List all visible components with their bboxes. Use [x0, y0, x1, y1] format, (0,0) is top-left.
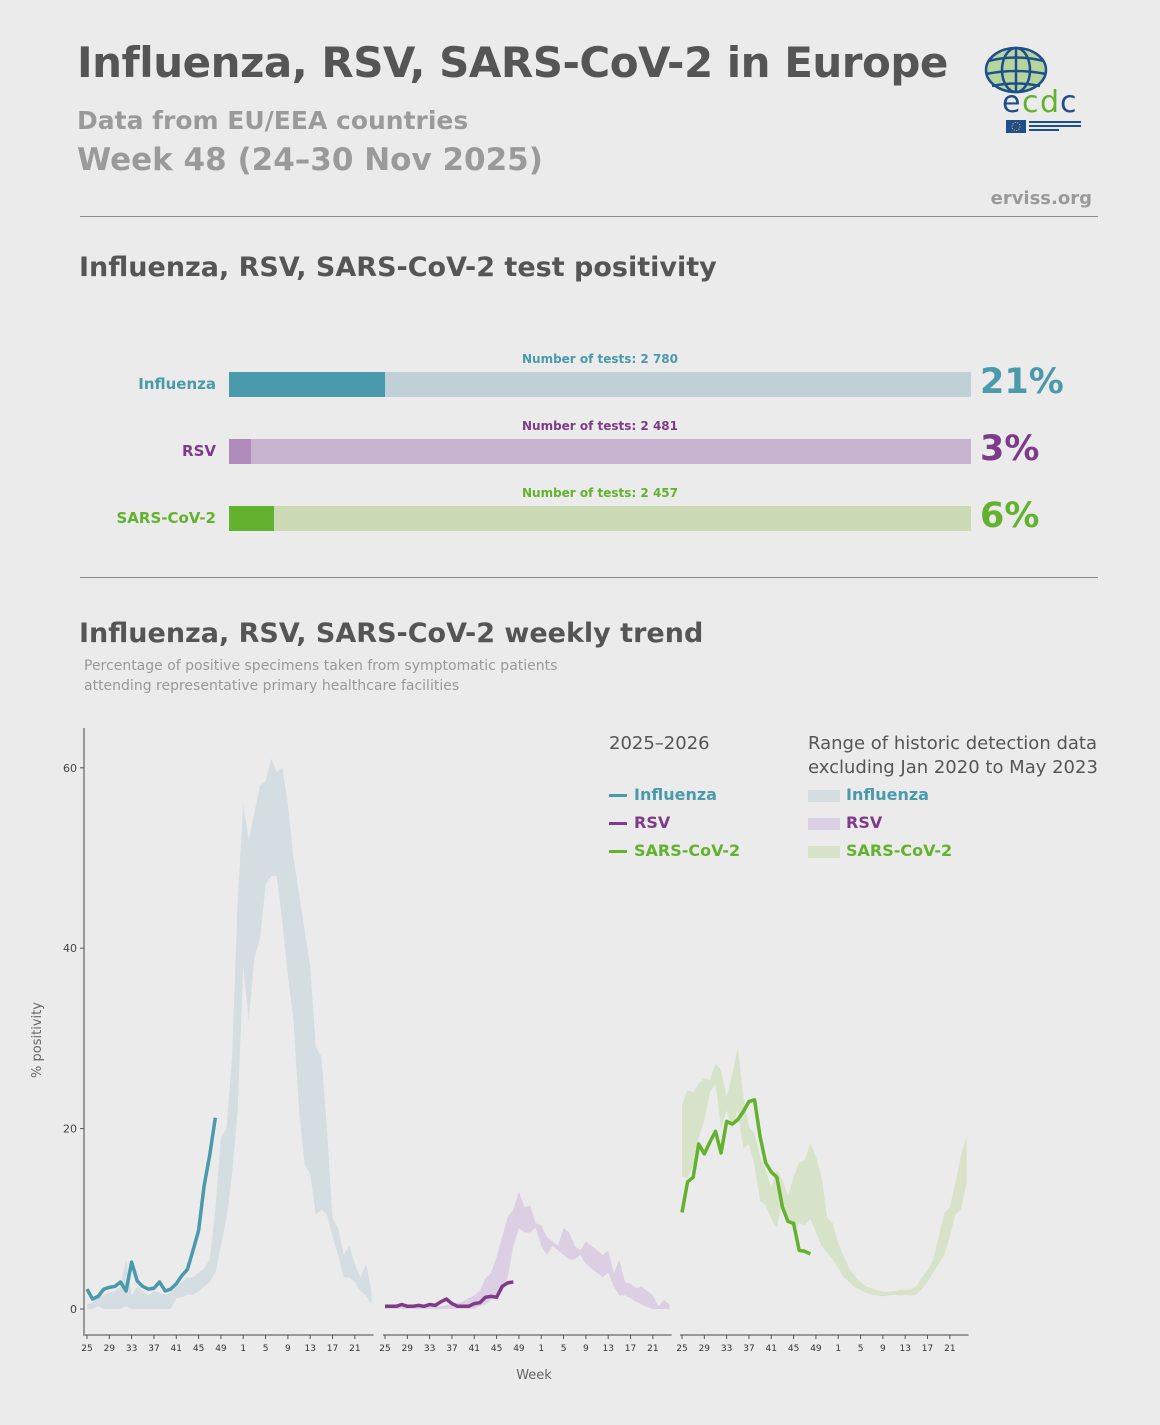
positivity-bar — [229, 506, 971, 531]
week-label: Week 48 (24–30 Nov 2025) — [77, 142, 543, 178]
legend-historic-item: Influenza — [846, 785, 929, 804]
x-tick-label: 33 — [424, 1344, 435, 1354]
trend-note-line2: attending representative primary healthc… — [84, 678, 460, 694]
x-tick-label: 41 — [171, 1344, 182, 1354]
legend-band-swatch — [808, 790, 840, 802]
legend-line-swatch — [609, 794, 627, 797]
trend-note-line1: Percentage of positive specimens taken f… — [84, 658, 558, 674]
x-tick-label: 25 — [81, 1344, 92, 1354]
svg-text:d: d — [1040, 85, 1059, 120]
bar-label: SARS-CoV-2 — [116, 509, 217, 527]
globe-icon: e c d c — [984, 46, 1081, 133]
x-tick-label: 5 — [858, 1344, 864, 1354]
page-subtitle: Data from EU/EEA countries — [77, 106, 469, 135]
logo-text: e — [1002, 85, 1020, 120]
x-tick-label: 25 — [379, 1344, 390, 1354]
tests-count: Number of tests: 2 457 — [521, 486, 678, 500]
positivity-bar — [229, 439, 971, 464]
x-tick-label: 37 — [743, 1344, 754, 1354]
x-tick-label: 49 — [215, 1344, 227, 1354]
y-axis-label: % positivity — [30, 1002, 45, 1078]
x-tick-label: 9 — [285, 1344, 291, 1354]
x-tick-label: 49 — [810, 1344, 822, 1354]
x-tick-label: 25 — [676, 1344, 687, 1354]
positivity-bar-fill — [229, 506, 274, 531]
x-tick-label: 33 — [126, 1344, 137, 1354]
legend-line-swatch — [609, 850, 627, 853]
current-line-influenza — [85, 1117, 218, 1301]
positivity-bar-fill — [229, 439, 252, 464]
legend-band-swatch — [808, 818, 840, 830]
x-tick-label: 37 — [446, 1344, 457, 1354]
bar-label: RSV — [182, 442, 216, 460]
x-tick-label: 49 — [513, 1344, 525, 1354]
x-tick-label: 29 — [104, 1344, 116, 1354]
x-tick-label: 41 — [766, 1344, 777, 1354]
percent-value: 3% — [980, 429, 1040, 469]
divider — [80, 577, 1098, 578]
svg-text:c: c — [1022, 85, 1039, 120]
x-tick-label: 9 — [880, 1344, 886, 1354]
y-tick-label: 0 — [70, 1303, 77, 1316]
x-tick-label: 1 — [240, 1344, 246, 1354]
historic-band-rsv — [385, 1191, 670, 1309]
ecdc-logo: e c d c — [980, 44, 1090, 140]
x-tick-label: 21 — [944, 1344, 955, 1354]
tests-count: Number of tests: 2 780 — [521, 352, 678, 366]
x-tick-label: 21 — [349, 1344, 360, 1354]
legend-current-item: Influenza — [634, 785, 717, 804]
x-tick-label: 41 — [469, 1344, 480, 1354]
legend-historic-title-2: excluding Jan 2020 to May 2023 — [808, 757, 1098, 778]
legend-historic-title-1: Range of historic detection data — [808, 733, 1097, 754]
x-tick-label: 17 — [625, 1344, 636, 1354]
positivity-bar-fill — [229, 372, 385, 397]
historic-band-influenza — [87, 758, 372, 1309]
x-tick-label: 5 — [561, 1344, 567, 1354]
y-tick-label: 40 — [63, 942, 77, 955]
tests-count: Number of tests: 2 481 — [521, 419, 678, 433]
legend-historic-item: SARS-CoV-2 — [846, 841, 953, 860]
x-tick-label: 45 — [193, 1344, 204, 1354]
percent-value: 21% — [980, 362, 1064, 402]
x-tick-label: 13 — [602, 1344, 613, 1354]
x-tick-label: 45 — [491, 1344, 502, 1354]
x-tick-label: 9 — [583, 1344, 589, 1354]
x-tick-label: 33 — [721, 1344, 732, 1354]
positivity-bar — [229, 372, 971, 397]
x-axis-label: Week — [516, 1368, 552, 1383]
trend-title: Influenza, RSV, SARS-CoV-2 weekly trend — [79, 618, 704, 649]
page-title: Influenza, RSV, SARS-CoV-2 in Europe — [77, 38, 948, 87]
x-tick-label: 13 — [304, 1344, 315, 1354]
x-tick-label: 5 — [263, 1344, 269, 1354]
divider — [80, 216, 1098, 217]
percent-value: 6% — [980, 496, 1040, 536]
x-tick-label: 1 — [538, 1344, 544, 1354]
bar-label: Influenza — [138, 375, 216, 393]
x-tick-label: 17 — [327, 1344, 338, 1354]
current-line-rsv — [385, 1280, 514, 1309]
x-tick-label: 21 — [647, 1344, 658, 1354]
x-tick-label: 37 — [148, 1344, 159, 1354]
historic-band-sars-cov-2 — [682, 1047, 967, 1297]
legend-current-item: RSV — [634, 813, 671, 832]
legend-band-swatch — [808, 846, 840, 858]
y-tick-label: 20 — [63, 1123, 77, 1136]
current-line-sars-cov-2 — [680, 1097, 812, 1256]
x-tick-label: 45 — [788, 1344, 799, 1354]
site-link[interactable]: erviss.org — [990, 188, 1092, 209]
y-tick-label: 60 — [63, 762, 77, 775]
svg-text:c: c — [1060, 85, 1077, 120]
legend-historic-item: RSV — [846, 813, 883, 832]
x-tick-label: 13 — [899, 1344, 910, 1354]
legend-line-swatch — [609, 822, 627, 825]
positivity-title: Influenza, RSV, SARS-CoV-2 test positivi… — [79, 252, 717, 283]
legend-current-item: SARS-CoV-2 — [634, 841, 741, 860]
x-tick-label: 1 — [835, 1344, 841, 1354]
x-tick-label: 29 — [699, 1344, 711, 1354]
x-tick-label: 17 — [922, 1344, 933, 1354]
legend-current-title: 2025–2026 — [609, 733, 710, 754]
x-tick-label: 29 — [402, 1344, 414, 1354]
